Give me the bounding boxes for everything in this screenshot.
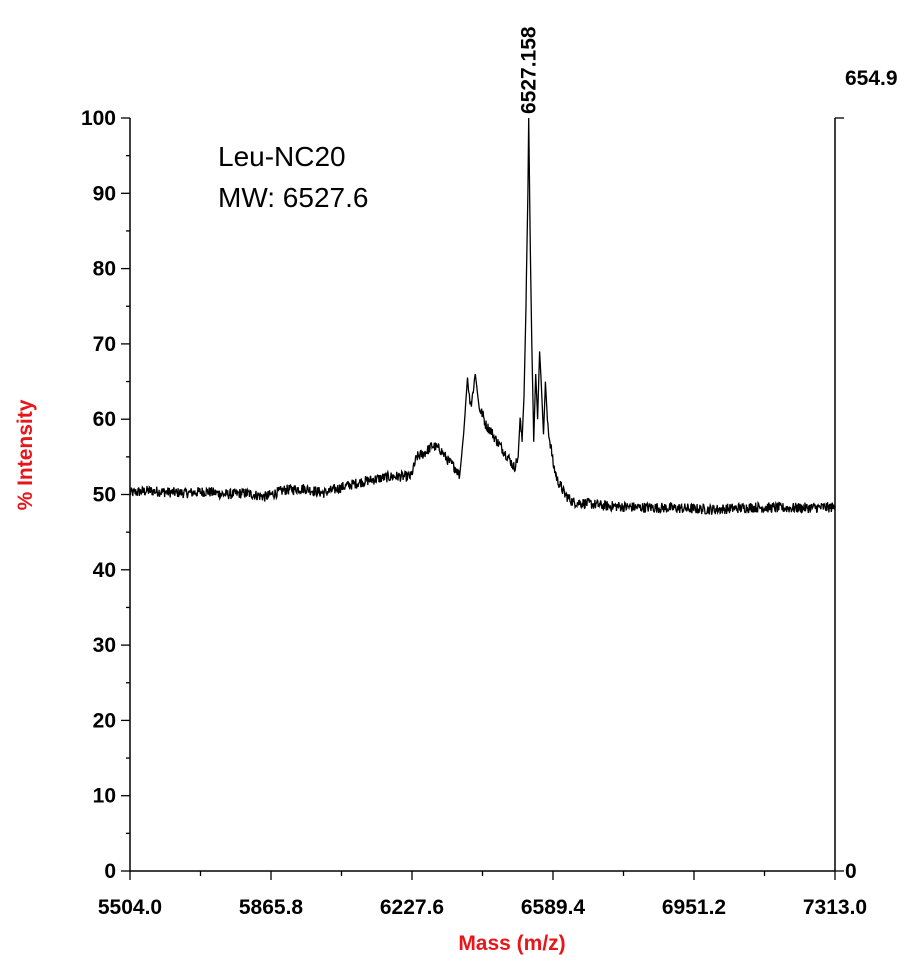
y-tick-label: 0 [104, 860, 116, 883]
right-axis-top-label: 654.9 [845, 67, 898, 90]
y-tick-label: 50 [93, 484, 116, 507]
y-tick-label: 20 [93, 709, 116, 732]
y-tick-label: 70 [93, 333, 116, 356]
y-tick-label: 100 [81, 107, 116, 130]
tick-labels: 0 10 20 30 40 50 60 70 80 90 100 5504.0 5865.8 6227.6… [81, 107, 867, 919]
y-tick-label: 60 [93, 408, 116, 431]
spectrum-line [129, 117, 836, 515]
y-tick-label: 80 [93, 258, 116, 281]
peak-label: 6527.158 [518, 26, 541, 114]
annotation-name: Leu-NC20 [218, 141, 346, 172]
right-axis-bottom-label: 0 [845, 860, 857, 883]
x-tick-label: 5865.8 [239, 896, 304, 919]
annotation-mw: MW: 6527.6 [218, 182, 368, 213]
x-tick-label: 6951.2 [662, 896, 726, 919]
x-axis-title: Mass (m/z) [458, 932, 565, 955]
x-tick-label: 6589.4 [521, 896, 586, 919]
y-axis-title: % Intensity [14, 399, 37, 510]
x-tick-label: 6227.6 [380, 896, 444, 919]
tick-marks [121, 117, 844, 880]
y-tick-label: 90 [93, 182, 116, 205]
y-tick-label: 40 [93, 559, 116, 582]
y-tick-label: 30 [93, 634, 116, 657]
y-tick-label: 10 [93, 785, 116, 808]
x-tick-label: 7313.0 [803, 896, 867, 919]
x-tick-label: 5504.0 [98, 896, 162, 919]
chart-axes [129, 118, 836, 872]
